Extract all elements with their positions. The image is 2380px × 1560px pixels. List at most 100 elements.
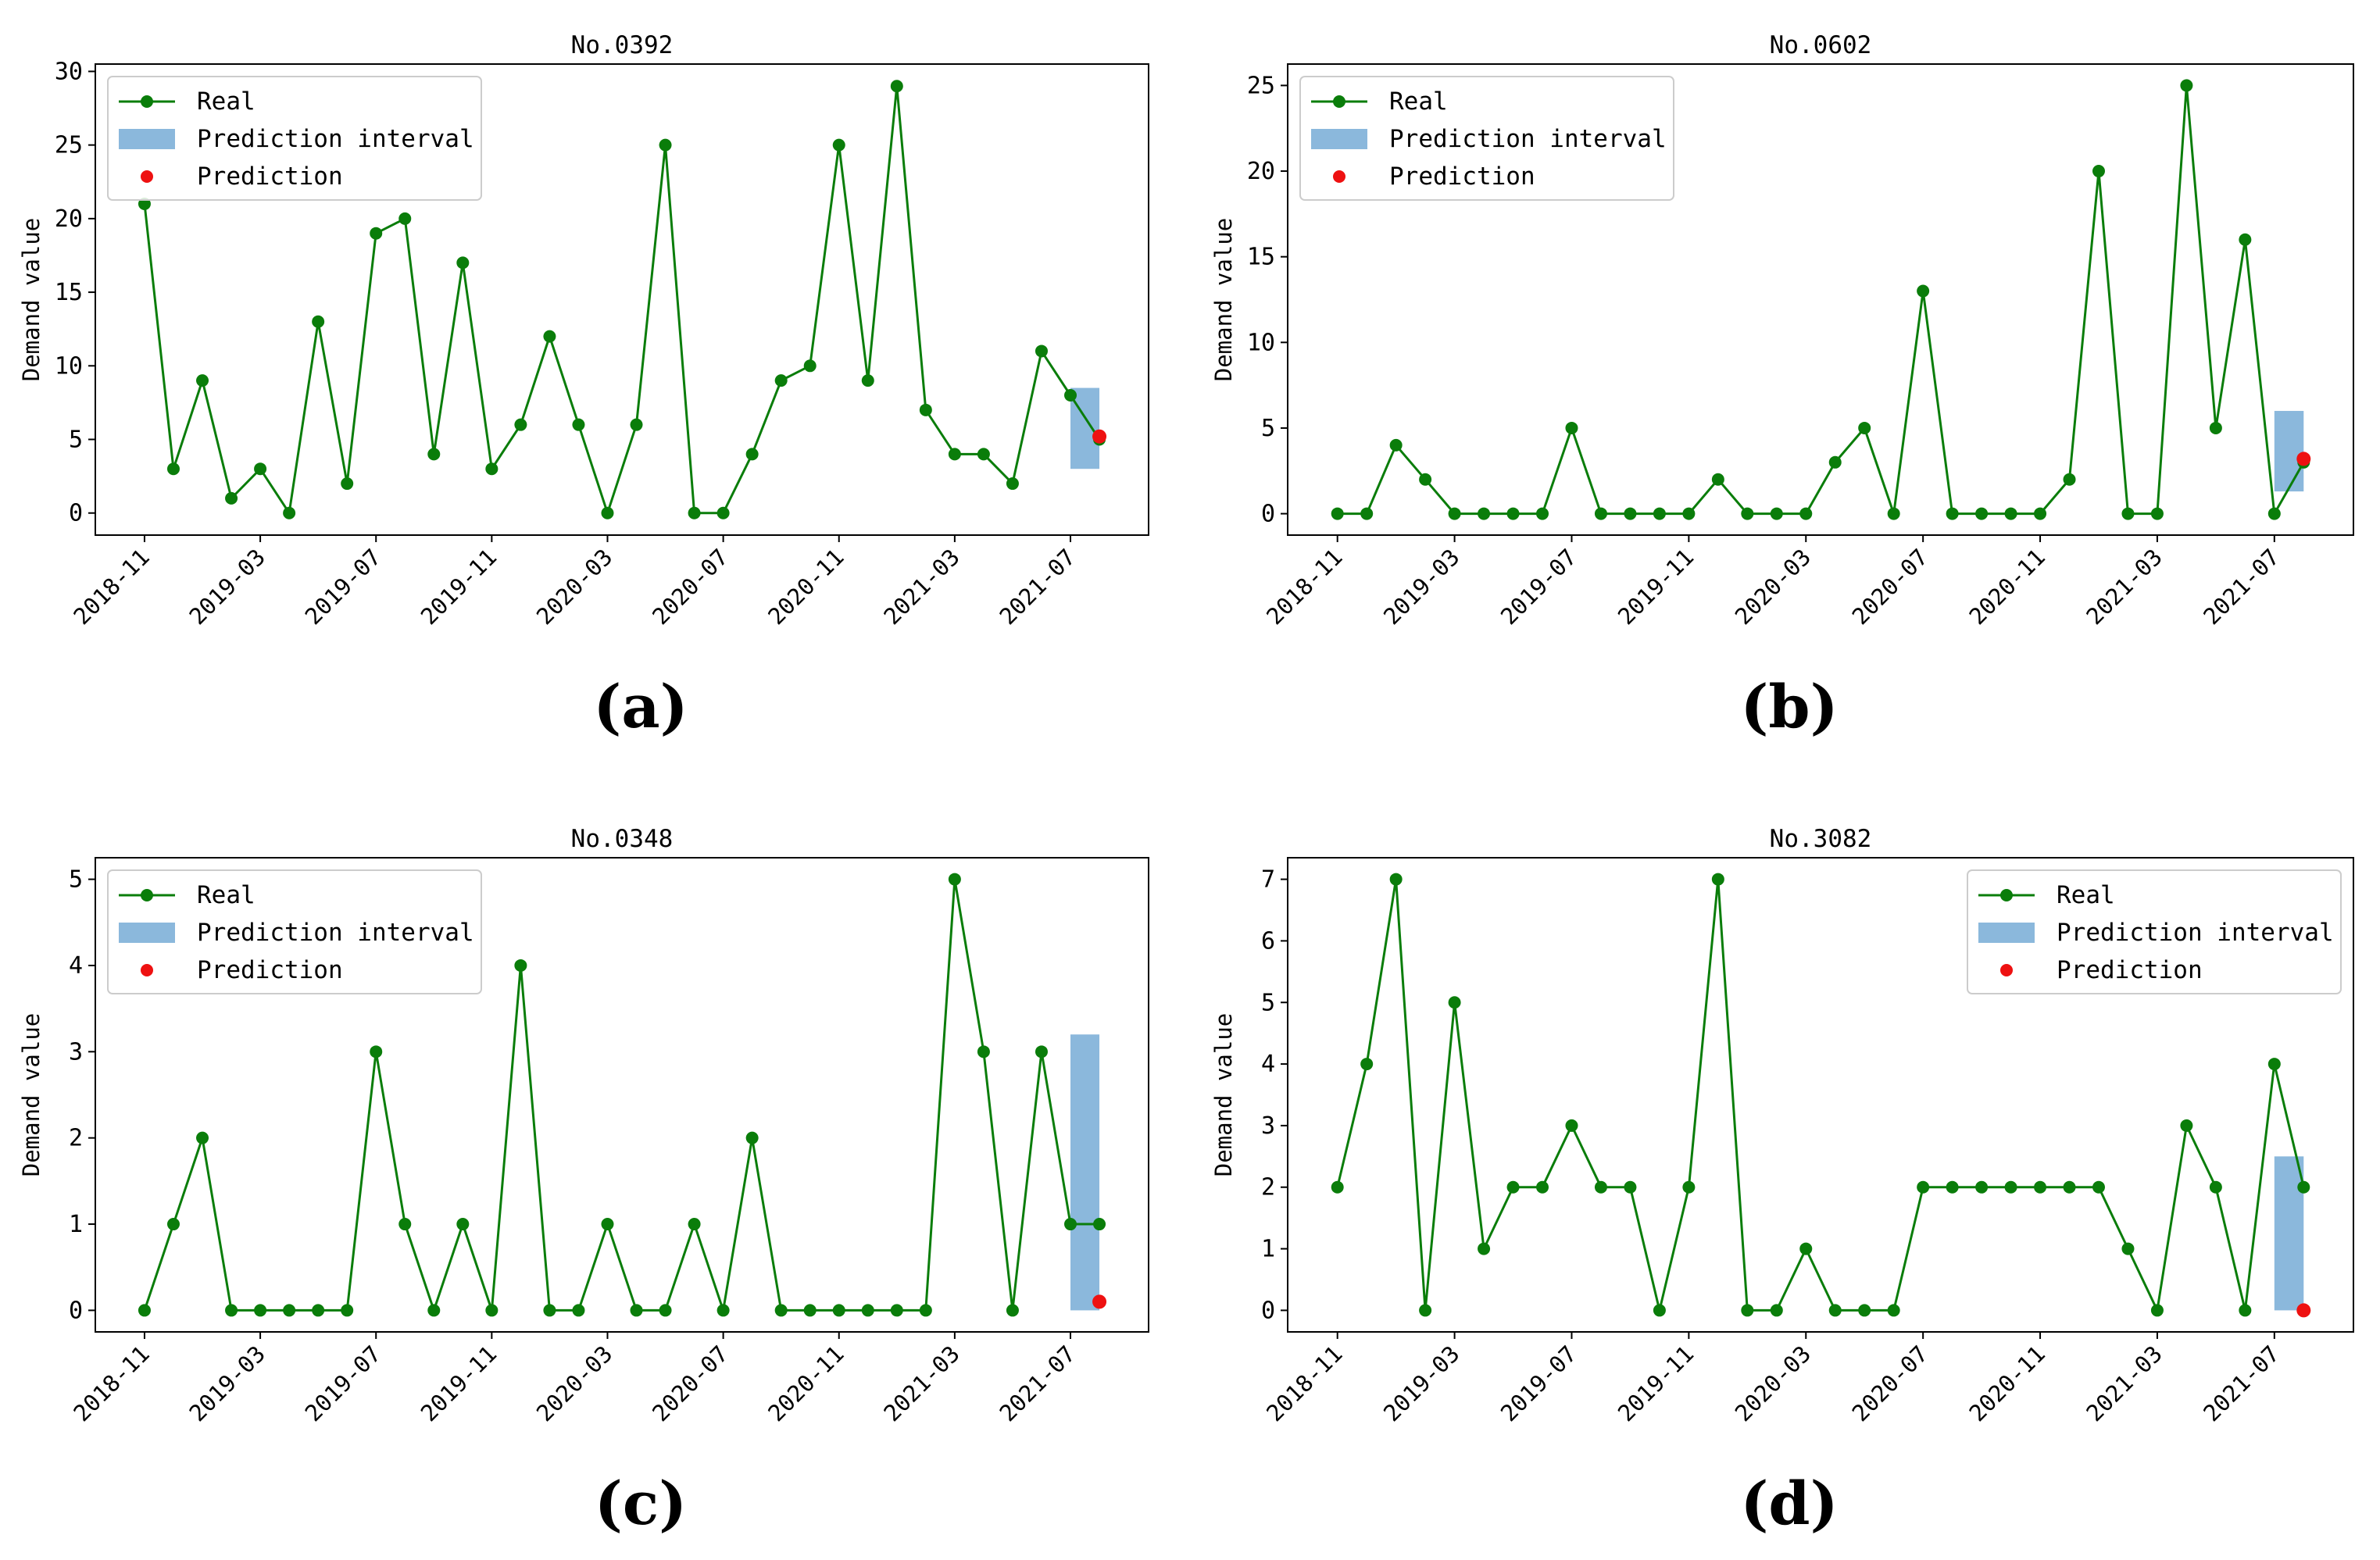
x-tick-label: 2020-11 [1964, 544, 2050, 630]
real-data-point [977, 1045, 990, 1058]
x-tick-label: 2020-03 [531, 1340, 617, 1426]
prediction-interval-bar [1070, 1034, 1100, 1311]
y-axis-label: Demand value [1210, 218, 1237, 382]
real-data-point [1946, 507, 1959, 520]
real-data-point [745, 1131, 759, 1144]
x-tick-label: 2019-07 [300, 1340, 386, 1426]
x-tick-label: 2020-07 [647, 544, 733, 630]
real-data-point [1478, 507, 1491, 520]
real-data-point [659, 138, 672, 152]
real-data-point [1389, 438, 1403, 452]
x-tick-label: 2021-07 [2198, 544, 2284, 630]
real-series-line [143, 86, 1101, 517]
real-data-point [312, 315, 325, 328]
real-data-point [1828, 455, 1842, 469]
real-data-point [196, 1131, 209, 1144]
real-data-point [2034, 507, 2047, 520]
real-data-point [1653, 1304, 1666, 1317]
real-data-point [2121, 1242, 2135, 1255]
real-data-point [2150, 1304, 2164, 1317]
real-data-point [2239, 1304, 2252, 1317]
legend-real-marker [2000, 889, 2013, 901]
real-data-point [1917, 284, 1930, 298]
real-data-point [2150, 507, 2164, 520]
legend-prediction-marker [1333, 170, 1345, 183]
real-data-point [890, 1304, 903, 1317]
real-data-point [1741, 1304, 1754, 1317]
real-series-line [1336, 879, 2305, 1315]
legend-real-label: Real [1389, 87, 1448, 116]
legend-interval-label: Prediction interval [197, 919, 474, 947]
real-data-point [514, 958, 527, 972]
x-tick-label: 2019-03 [1378, 544, 1464, 630]
y-tick-label: 20 [55, 205, 83, 233]
real-data-point [2004, 507, 2017, 520]
x-tick-label: 2019-07 [300, 544, 386, 630]
real-data-point [254, 462, 267, 476]
real-data-point [774, 374, 788, 387]
real-data-point [1565, 421, 1578, 434]
real-data-point [1360, 1058, 1374, 1071]
x-tick-label: 2021-03 [2081, 544, 2167, 630]
plot-frame [95, 63, 1149, 536]
legend-prediction-label: Prediction [1389, 162, 1535, 191]
real-data-point [630, 418, 643, 431]
x-tick-label: 2021-03 [2081, 1340, 2167, 1426]
real-data-point [948, 448, 961, 461]
y-tick-label: 6 [1261, 927, 1275, 955]
panel-label-a: (a) [593, 672, 688, 741]
chart-title: No.3082 [1770, 825, 1872, 853]
real-data-point [1331, 507, 1344, 520]
y-tick-label: 10 [1247, 329, 1275, 356]
real-data-point [1389, 873, 1403, 886]
real-data-point [717, 506, 730, 519]
legend-prediction-label: Prediction [197, 956, 343, 984]
legend: Real Prediction interval Prediction [1967, 869, 2342, 994]
y-tick-label: 5 [1261, 415, 1275, 442]
real-data-point [1887, 1304, 1900, 1317]
real-data-point [977, 448, 990, 461]
real-data-point [543, 330, 556, 343]
y-tick-label: 10 [55, 352, 83, 380]
y-tick-label: 2 [1261, 1174, 1275, 1201]
x-tick-label: 2021-03 [878, 1340, 964, 1426]
y-tick-label: 2 [69, 1125, 83, 1152]
legend: Real Prediction interval Prediction [1299, 76, 1674, 201]
real-data-point [1711, 473, 1724, 486]
real-data-point [485, 1304, 499, 1317]
real-data-point [1506, 507, 1520, 520]
chart-title: No.0392 [571, 31, 674, 59]
real-data-point [1448, 996, 1461, 1009]
y-axis-label: Demand value [18, 1013, 45, 1177]
real-data-point [456, 256, 470, 270]
real-data-point [601, 1218, 614, 1231]
real-data-point [2180, 79, 2193, 92]
y-tick-label: 5 [69, 427, 83, 454]
y-tick-label: 0 [1261, 501, 1275, 528]
real-data-point [601, 506, 614, 519]
y-tick-label: 5 [69, 866, 83, 894]
prediction-point [2296, 452, 2311, 466]
plot-frame [1287, 857, 2354, 1333]
real-data-point [1419, 473, 1432, 486]
real-data-point [1887, 507, 1900, 520]
real-data-point [1682, 507, 1696, 520]
real-data-point [688, 506, 701, 519]
real-data-point [2297, 1180, 2310, 1194]
chart-title: No.0602 [1770, 31, 1872, 59]
y-tick-label: 7 [1261, 866, 1275, 894]
x-tick-label: 2020-07 [1847, 544, 1933, 630]
legend-prediction-label: Prediction [2057, 956, 2203, 984]
real-data-point [1035, 1045, 1048, 1058]
real-data-point [1624, 1180, 1637, 1194]
real-data-point [1536, 1180, 1549, 1194]
x-tick-label: 2019-11 [1613, 544, 1699, 630]
y-tick-label: 0 [1261, 1297, 1275, 1324]
legend-prediction-label: Prediction [197, 162, 343, 191]
real-data-point [774, 1304, 788, 1317]
real-data-point [2034, 1180, 2047, 1194]
real-data-point [688, 1218, 701, 1231]
real-data-point [370, 1045, 383, 1058]
legend-prediction-marker [2000, 964, 2013, 976]
